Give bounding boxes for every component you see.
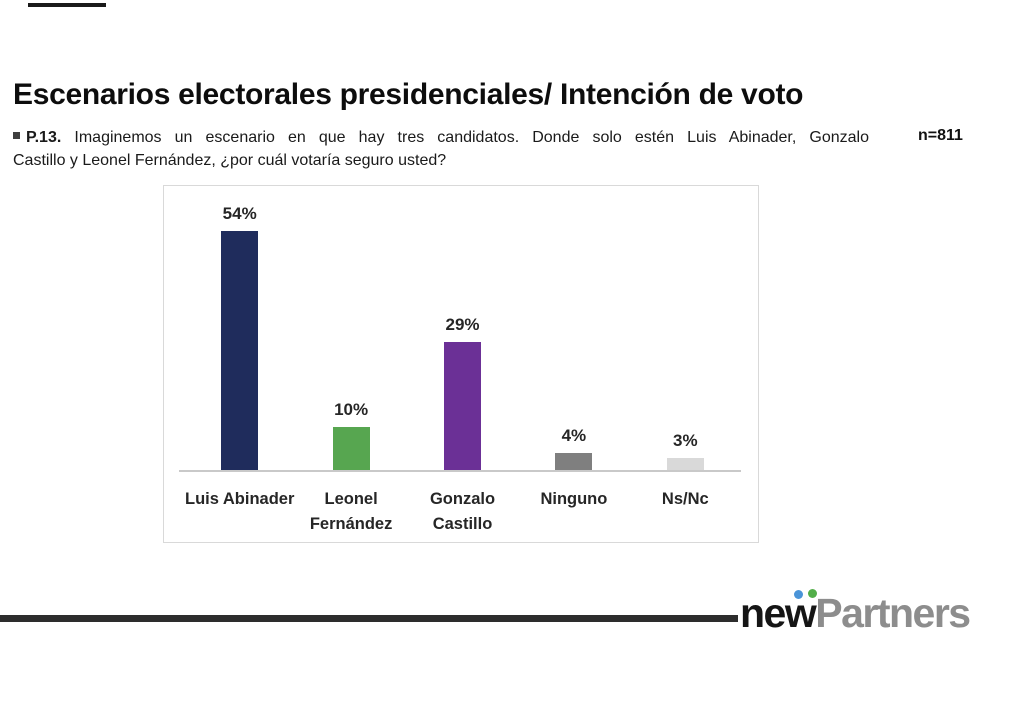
bar-value-label: 10% [334,400,369,419]
bullet-square-icon [13,132,20,140]
top-left-mark [28,3,106,7]
bar [221,231,259,471]
footer-divider-line [0,615,738,622]
sample-size-label: n=811 [918,127,963,144]
question-number: P.13. [26,129,62,146]
question-text-line-1: Imaginemos un escenario en que hay tres … [74,129,869,146]
logo-blue-dot-icon [794,590,803,599]
logo-text-new: new [740,590,817,636]
bar [332,427,370,471]
bar-category-label: Ns/Nc [661,490,709,508]
logo-green-dot-icon [808,589,817,598]
bar-category-label: Leonel Fernández [309,490,393,533]
x-axis-line [179,470,741,472]
chart-panel: 54% Luis Abinader 10% Leonel Fernández 29% Go… [163,185,759,543]
bar-value-label: 29% [445,315,480,334]
bar [555,453,593,471]
bar [666,458,704,471]
slide-title: Escenarios electorales presidenciales/ I… [13,78,804,111]
bar-category-label: Ninguno [540,490,608,508]
bar-category-label: Luis Abinader [184,490,295,508]
bar [444,342,481,471]
bar-value-label: 54% [222,204,257,223]
question-block: P.13. Imaginemos un escenario en que hay… [13,126,869,172]
bar-category-label: Gonzalo Castillo [429,490,496,533]
bar-value-label: 4% [561,426,587,445]
logo-text-partners: Partners [815,590,971,636]
newpartners-logo: newPartners [740,589,971,646]
question-line-1: P.13. Imaginemos un escenario en que hay… [13,126,869,149]
bar-value-label: 3% [673,431,698,450]
question-text-line-2: Castillo y Leonel Fernández, ¿por cuál v… [13,152,447,169]
